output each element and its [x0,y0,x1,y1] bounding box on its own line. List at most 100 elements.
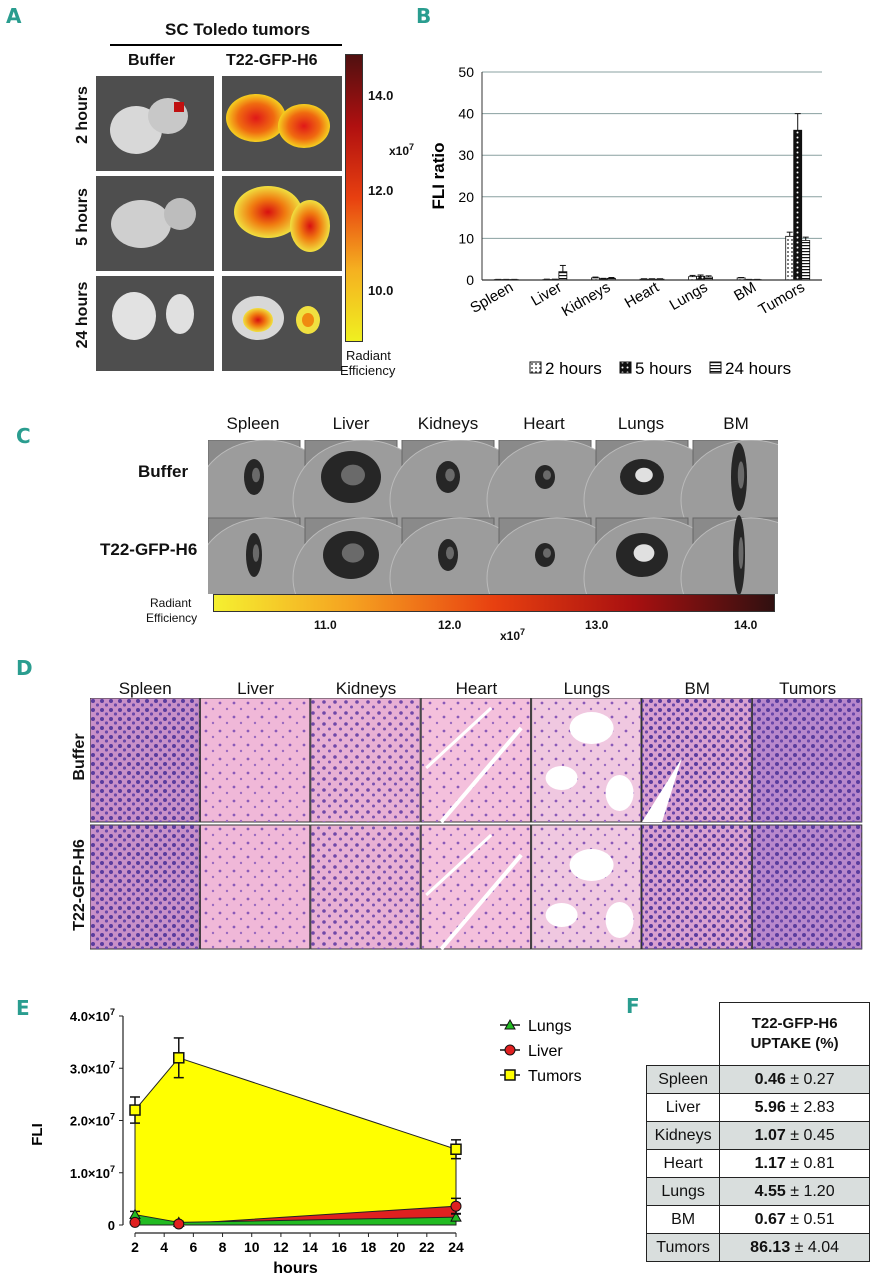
bar-xtick-lungs: Lungs [667,279,711,314]
panel-a-title: SC Toledo tumors [165,20,311,39]
e-xtick: 4 [160,1239,168,1255]
uptake-organ: Spleen [645,1065,721,1094]
uptake-header-blank [647,1003,720,1066]
uptake-value: 4.55 ± 1.20 [719,1177,870,1206]
e-point-liver [450,1200,462,1212]
a-t22-2h-signal1 [226,94,286,142]
c-photo-highlight [543,548,551,558]
panel-label-d: D [16,656,33,680]
uptake-sd: ± 2.83 [790,1098,835,1116]
d-lung-alveolus [605,902,634,938]
panel-a-col-buffer: Buffer [128,52,176,69]
e-xtick: 14 [302,1239,318,1255]
uptake-header-line1: T22-GFP-H6 [751,1015,838,1032]
bar-xtick-heart: Heart [622,278,663,311]
uptake-header: T22-GFP-H6 UPTAKE (%) [719,1002,870,1066]
e-ytick: 1.0×107 [70,1164,115,1181]
e-xtick: 16 [331,1239,347,1255]
panel-c-row-t22: T22-GFP-H6 [100,540,198,559]
panel-c-organ-spleen: Spleen [226,414,280,433]
d-bm-space [642,758,682,822]
uptake-organ: Lungs [645,1177,721,1206]
uptake-mean: 5.96 [754,1098,786,1116]
uptake-sd: ± 0.51 [790,1210,835,1228]
panel-a-scale: x107 [389,142,415,158]
d-tile-heart-buffer-nuclei [421,698,531,822]
uptake-value: 86.13 ± 4.04 [719,1233,870,1262]
panel-c-cb-label2: Efficiency [146,611,198,625]
panel-d-organ-heart: Heart [455,679,498,698]
d-tile-liver-t22-nuclei [200,825,310,949]
panel-label-b: B [416,4,432,28]
uptake-value: 5.96 ± 2.83 [719,1093,870,1122]
panel-c-tick-13: 13.0 [585,618,609,632]
bar-legend-label-2: 24 hours [725,359,791,378]
panel-label-f: F [626,994,640,1018]
bar-tumors-24-hours [801,240,811,281]
e-legend-label-liver: Liver [528,1043,563,1060]
panel-d-organ-spleen: Spleen [118,679,172,698]
c-photo-dish [680,517,778,594]
panel-c-organ-bm: BM [723,414,749,433]
panel-a-row-24h: 24 hours [74,281,91,349]
uptake-value: 1.07 ± 0.45 [719,1121,870,1150]
e-legend-label-lungs: Lungs [528,1018,572,1035]
d-tile-tumors-t22-nuclei [752,825,862,949]
panel-d-organ-bm: BM [684,679,710,698]
e-area-tumors [134,1057,457,1226]
bar-liver-24-hours [558,271,568,281]
d-lung-alveolus [605,775,634,811]
c-photo-highlight [445,468,455,482]
e-ytick: 4.0×107 [70,1007,115,1024]
bar-legend-label-1: 5 hours [635,359,692,378]
a-buffer-24h-tissue2 [166,294,194,334]
c-photo-highlight [543,470,551,480]
a-t22-2h-signal2 [278,104,330,148]
bar-xtick-spleen: Spleen [467,279,516,317]
bar-ytick: 0 [466,272,474,288]
e-xtick: 22 [419,1239,435,1255]
panel-a-colorbar [345,54,363,342]
uptake-row-bm: BM 0.67 ± 0.51 [645,1205,870,1234]
d-tile-liver-buffer-nuclei [200,698,310,822]
panel-c-organ-kidneys: Kidneys [417,414,479,433]
e-legend-label-tumors: Tumors [528,1068,582,1085]
e-ylabel: FLI [29,1123,46,1146]
e-point-tumors [129,1104,141,1116]
bar-ytick: 50 [458,64,474,80]
a-buffer-5h-tissue2 [164,198,196,230]
panel-a-images [96,76,342,371]
e-xtick: 8 [219,1239,227,1255]
uptake-value: 1.17 ± 0.81 [719,1149,870,1178]
uptake-organ: Liver [645,1093,721,1122]
d-lung-alveolus [545,903,578,927]
panel-c-organ-heart: Heart [523,414,565,433]
e-xtick: 10 [244,1239,260,1255]
e-ytick: 0 [108,1218,115,1233]
e-xtick: 18 [361,1239,377,1255]
panel-a-col-t22: T22-GFP-H6 [226,52,318,69]
e-ytick: 3.0×107 [70,1059,115,1076]
panel-c-tick-12: 12.0 [438,618,462,632]
panel-a-tick-10: 10.0 [368,283,394,298]
c-photo-highlight [446,546,454,560]
d-lung-alveolus [569,712,614,744]
panel-d-organ-kidneys: Kidneys [335,679,397,698]
uptake-organ: Kidneys [645,1121,721,1150]
panel-c-row-buffer: Buffer [138,462,189,481]
d-tile-tumors-buffer-nuclei [752,698,862,822]
c-photo-highlight [738,537,744,569]
e-legend-marker-liver [504,1044,516,1056]
panel-label-a: A [6,4,22,28]
bar-ytick: 20 [458,189,474,205]
uptake-value: 0.67 ± 0.51 [719,1205,870,1234]
c-photo-highlight [341,543,365,563]
bar-legend-label-0: 2 hours [545,359,602,378]
e-point-liver [129,1216,141,1228]
a-t22-5h-signal2 [290,200,330,252]
e-point-lungs [450,1211,462,1222]
panel-a-tick-12: 12.0 [368,183,394,198]
panel-a-row-5h: 5 hours [74,188,91,246]
panel-a-row-2h: 2 hours [74,86,91,144]
